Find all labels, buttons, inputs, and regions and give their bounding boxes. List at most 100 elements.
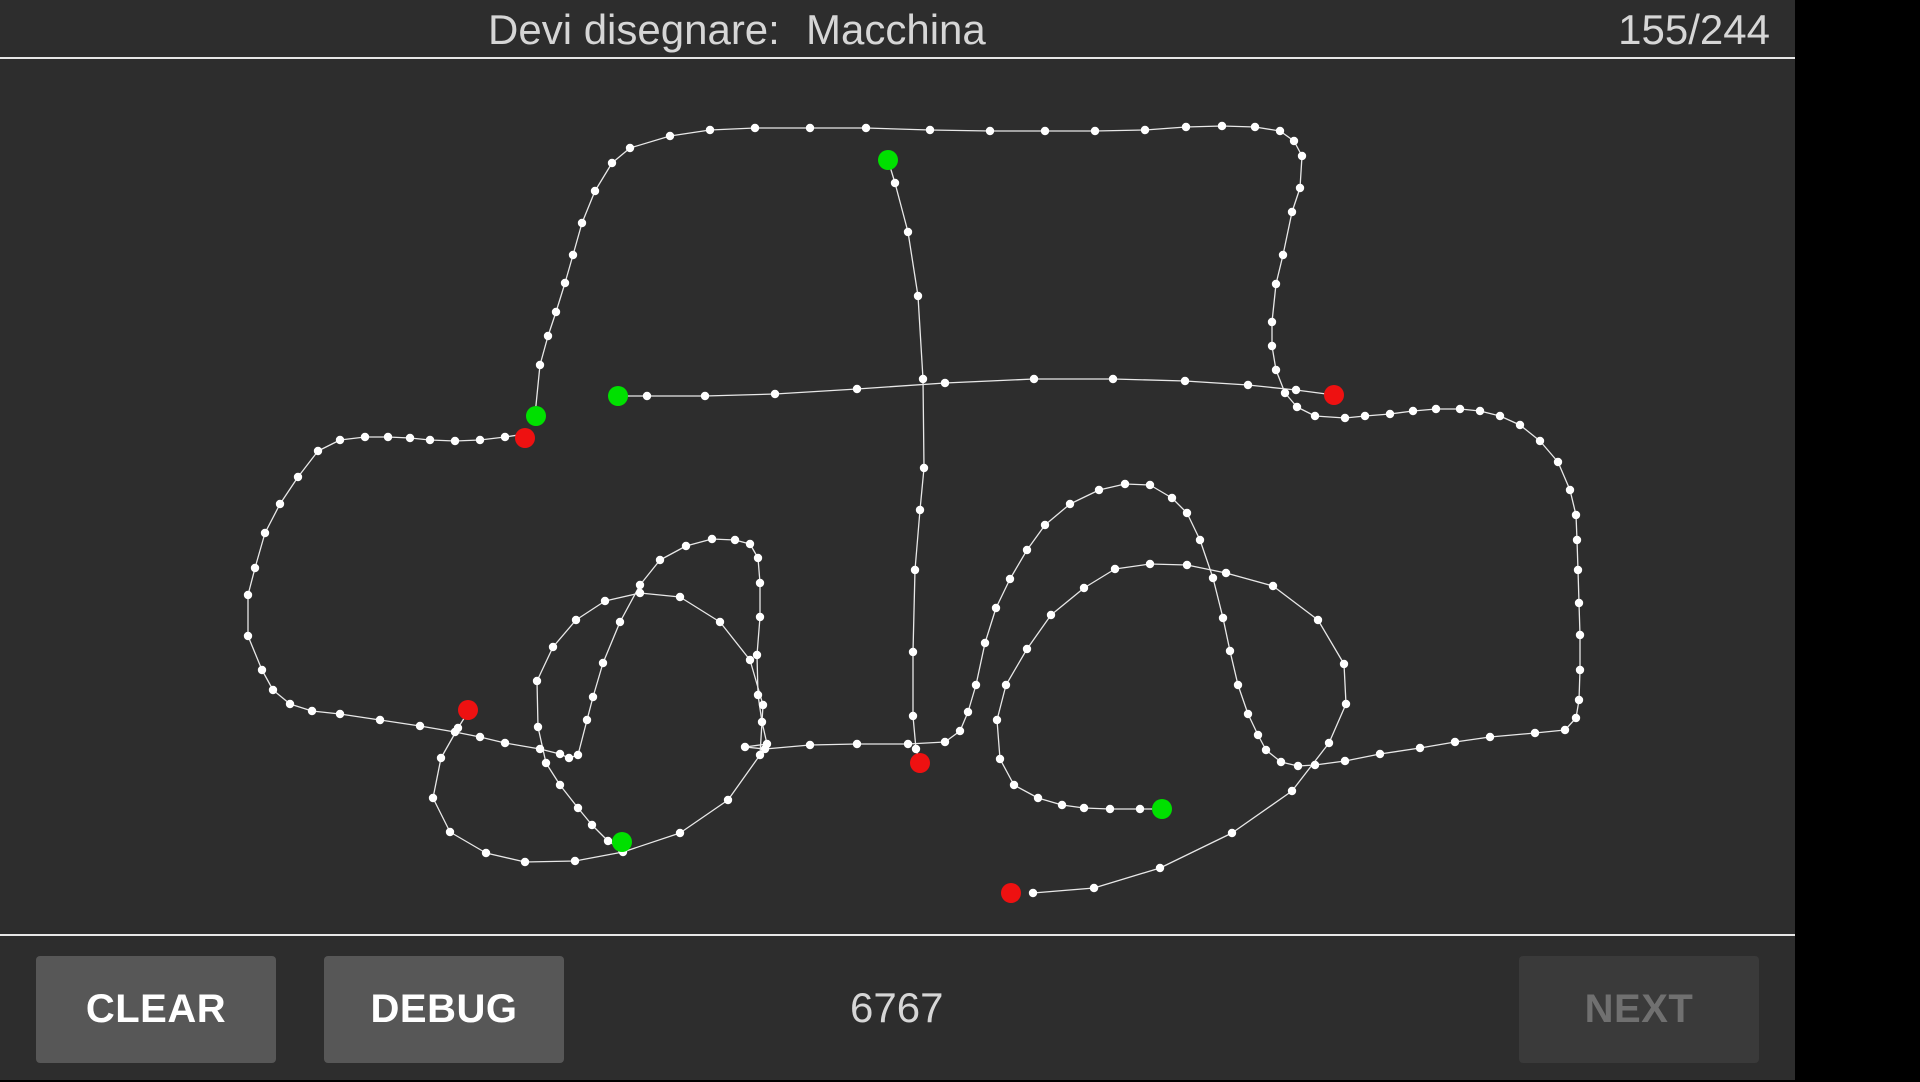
stroke-point (1553, 457, 1563, 467)
stroke-point (919, 463, 929, 473)
stroke-point (243, 631, 253, 641)
stroke-point (450, 436, 460, 446)
stroke-point (955, 726, 965, 736)
stroke-point (740, 742, 750, 752)
stroke-point (1572, 535, 1582, 545)
stroke-line (887, 159, 925, 764)
stroke-start-marker (878, 150, 898, 170)
stroke-point (1575, 665, 1585, 675)
stroke-point (1065, 499, 1075, 509)
stroke-point (1560, 725, 1570, 735)
next-button[interactable]: NEXT (1519, 956, 1759, 1063)
stroke-point (1022, 545, 1032, 555)
stroke-point (635, 588, 645, 598)
stroke-point (1155, 863, 1165, 873)
stroke-line (247, 125, 1581, 767)
stroke-point (1225, 646, 1235, 656)
stroke-point (1079, 583, 1089, 593)
stroke-point (243, 590, 253, 600)
stroke-point (918, 374, 928, 384)
stroke-point (1295, 183, 1305, 193)
stroke-point (1515, 420, 1525, 430)
stroke-point (1009, 780, 1019, 790)
stroke-point (555, 749, 565, 759)
stroke-start-marker (526, 406, 546, 426)
stroke-point (1267, 317, 1277, 327)
stroke-point (755, 578, 765, 588)
stroke-point (1310, 760, 1320, 770)
stroke-point (285, 699, 295, 709)
stroke-point (1046, 610, 1056, 620)
stroke-point (445, 827, 455, 837)
stroke-point (1313, 615, 1323, 625)
stroke-point (1040, 520, 1050, 530)
stroke-point (852, 739, 862, 749)
stroke-point (1341, 699, 1351, 709)
stroke-point (587, 820, 597, 830)
stroke-point (1261, 745, 1271, 755)
stroke-point (655, 555, 665, 565)
stroke-point (615, 617, 625, 627)
stroke-point (1227, 828, 1237, 838)
stroke-point (307, 706, 317, 716)
stroke-point (642, 391, 652, 401)
stroke-point (577, 218, 587, 228)
stroke-point (1535, 436, 1545, 446)
stroke-point (335, 435, 345, 445)
stroke-line (432, 592, 764, 863)
stroke-point (971, 680, 981, 690)
stroke-point (753, 690, 763, 700)
stroke-point (910, 565, 920, 575)
stroke-point (428, 793, 438, 803)
stroke-point (1195, 535, 1205, 545)
stroke-point (1028, 888, 1038, 898)
score-value: 6767 (850, 984, 944, 1031)
stroke-point (805, 123, 815, 133)
stroke-point (1208, 573, 1218, 583)
stroke-point (1291, 385, 1301, 395)
stroke-start-marker (1152, 799, 1172, 819)
debug-button[interactable]: DEBUG (324, 956, 564, 1063)
stroke-point (582, 715, 592, 725)
stroke-point (600, 596, 610, 606)
stroke-point (564, 753, 574, 763)
stroke-point (1250, 122, 1260, 132)
progress-counter: 155/244 (1618, 6, 1770, 53)
stroke-point (1182, 560, 1192, 570)
stroke-point (500, 738, 510, 748)
stroke-point (908, 711, 918, 721)
stroke-end-marker (910, 753, 930, 773)
stroke-point (675, 592, 685, 602)
stroke-end-marker (458, 700, 478, 720)
drawing-svg[interactable] (0, 59, 1795, 934)
stroke-point (1278, 250, 1288, 260)
stroke-point (535, 360, 545, 370)
prompt-word: Macchina (806, 6, 986, 53)
stroke-end-marker (515, 428, 535, 448)
stroke-point (568, 250, 578, 260)
footer-bar: CLEAR DEBUG 6767 NEXT (0, 934, 1795, 1082)
stroke-point (940, 737, 950, 747)
stroke-point (415, 721, 425, 731)
stroke-end-marker (1001, 883, 1021, 903)
stroke-point (453, 723, 463, 733)
stroke-point (915, 505, 925, 515)
stroke-point (533, 722, 543, 732)
stroke-point (1292, 402, 1302, 412)
stroke-point (1167, 493, 1177, 503)
stroke-point (573, 803, 583, 813)
stroke-point (1120, 479, 1130, 489)
clear-button[interactable]: CLEAR (36, 956, 276, 1063)
stroke-point (940, 378, 950, 388)
stroke-point (570, 856, 580, 866)
stroke-point (1324, 738, 1334, 748)
stroke-point (1287, 207, 1297, 217)
stroke-point (730, 535, 740, 545)
stroke-point (475, 435, 485, 445)
drawing-canvas[interactable] (0, 59, 1795, 934)
stroke-point (598, 658, 608, 668)
stroke-point (555, 780, 565, 790)
stroke-line (618, 378, 1335, 397)
stroke-point (707, 534, 717, 544)
stroke-point (635, 580, 645, 590)
